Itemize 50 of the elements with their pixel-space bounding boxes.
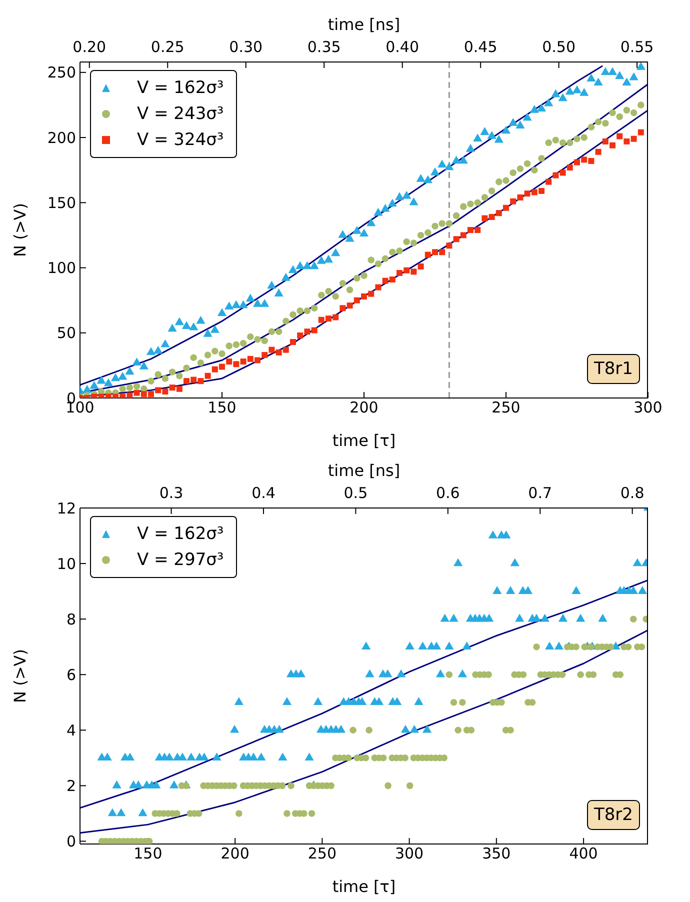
x2-tick-label: 0.8	[620, 484, 644, 502]
x2-tick-label: 0.7	[528, 484, 552, 502]
x-tick-label: 150	[208, 398, 236, 417]
y-tick-label: 50	[56, 324, 76, 342]
x2-tick-label: 0.45	[464, 38, 498, 56]
x2-tick-label: 0.3	[159, 484, 184, 502]
x2-tick-label: 0.20	[72, 38, 106, 56]
y-tick-label: 250	[47, 64, 76, 82]
x2-tick-label: 0.55	[620, 38, 654, 56]
x-tick-label: 150	[134, 844, 162, 863]
y-tick-label: 100	[47, 259, 76, 278]
x2-axis-title: time [ns]	[328, 461, 400, 480]
x-tick-label: 300	[394, 844, 424, 863]
x2-tick-label: 0.5	[344, 484, 368, 502]
x2-axis-title: time [ns]	[328, 15, 400, 34]
legend-label: V = 243σ³	[137, 104, 224, 124]
y-tick-label: 6	[66, 666, 76, 684]
legend-label: V = 162σ³	[137, 524, 224, 544]
x-tick-label: 400	[569, 844, 598, 863]
x-tick-label: 300	[634, 398, 662, 417]
y-tick-label: 12	[56, 499, 76, 518]
x2-tick-label: 0.35	[307, 38, 341, 56]
x2-tick-label: 0.4	[252, 484, 276, 502]
x2-tick-label: 0.30	[229, 38, 263, 56]
x-axis-title: time [τ]	[332, 431, 396, 450]
x2-tick-label: 0.40	[386, 38, 420, 56]
x2-tick-label: 0.50	[542, 38, 576, 56]
x-tick-label: 200	[220, 844, 250, 863]
y-axis-title: N (>V)	[10, 649, 30, 703]
annotation: T8r1	[586, 354, 640, 384]
x-tick-label: 250	[308, 844, 337, 863]
y-axis-title: N (>V)	[10, 203, 30, 257]
y-tick-label: 150	[47, 194, 76, 212]
y-tick-label: 10	[56, 554, 76, 573]
x2-tick-label: 0.25	[150, 38, 184, 56]
y-tick-label: 2	[66, 777, 76, 796]
x-tick-label: 350	[482, 844, 511, 863]
x-tick-label: 200	[350, 398, 378, 417]
x2-tick-label: 0.6	[436, 484, 460, 502]
x-axis-title: time [τ]	[332, 877, 396, 896]
y-tick-label: 0	[66, 832, 76, 851]
legend-label: V = 297σ³	[137, 550, 224, 570]
y-tick-label: 8	[66, 610, 76, 628]
annotation: T8r2	[586, 800, 640, 830]
y-tick-label: 200	[47, 128, 76, 147]
x-tick-label: 250	[492, 398, 520, 417]
line-series	[80, 579, 648, 809]
legend-label: V = 162σ³	[137, 78, 224, 98]
y-tick-label: 4	[66, 721, 76, 740]
legend-label: V = 324σ³	[137, 130, 224, 150]
